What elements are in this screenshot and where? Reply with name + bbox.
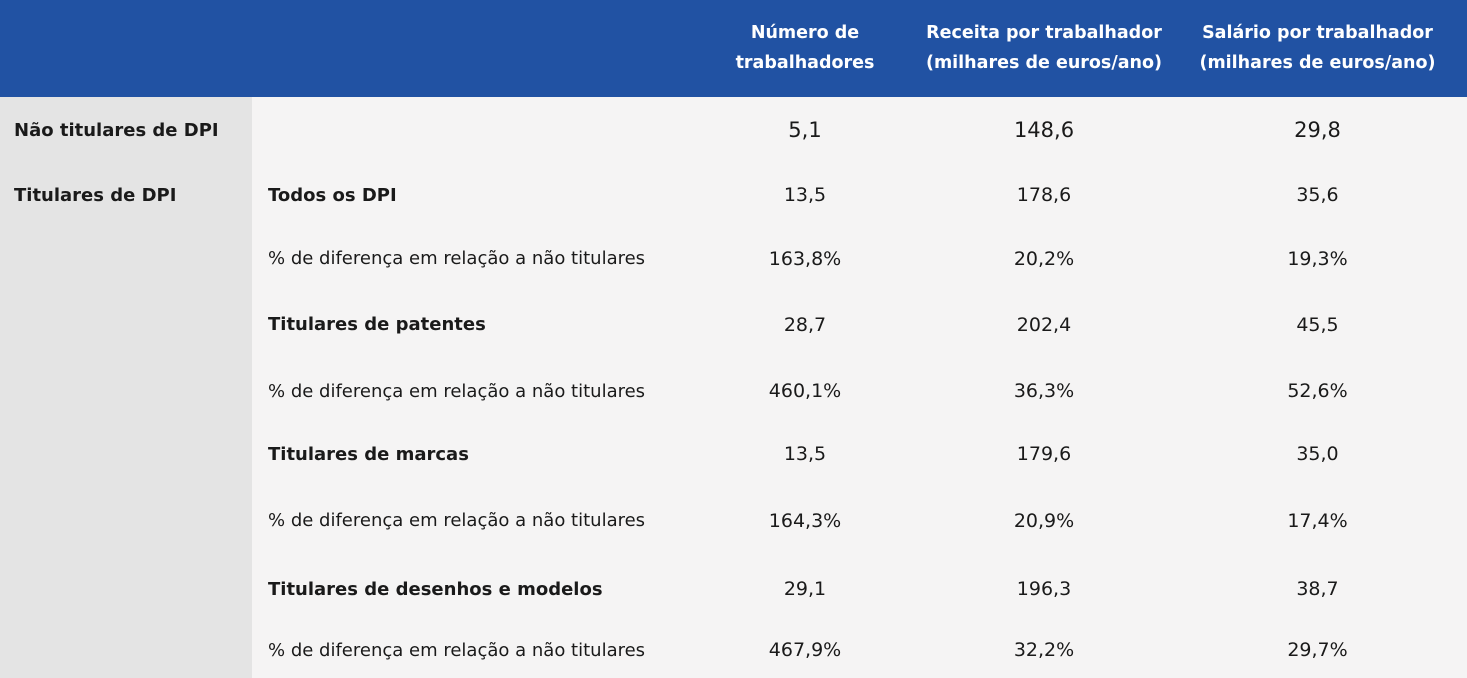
cell-revenue: 20,9%: [1013, 509, 1075, 532]
cell-salary: 29,8: [1294, 118, 1341, 142]
table-row: Não titulares de DPI 5,1 148,6 29,8: [0, 97, 1467, 163]
table-row: % de diferença em relação a não titulare…: [0, 359, 1467, 423]
column-header-salary: Salário por trabalhador (milhares de eur…: [1168, 19, 1467, 78]
table-row: Titulares de marcas 13,5 179,6 35,0: [0, 423, 1467, 485]
cell-workers: 28,7: [783, 313, 827, 336]
row-sub-label: % de diferença em relação a não titulare…: [268, 510, 646, 531]
cell-revenue: 36,3%: [1013, 380, 1075, 402]
row-sub-label: Titulares de desenhos e modelos: [268, 578, 603, 600]
cell-workers: 29,1: [783, 578, 827, 600]
table-row: Titulares de DPI Todos os DPI 13,5 178,6…: [0, 163, 1467, 227]
cell-salary: 38,7: [1296, 578, 1339, 600]
row-sub-label: % de diferença em relação a não titulare…: [268, 380, 646, 402]
cell-salary: 29,7%: [1287, 639, 1348, 661]
row-sub-label: % de diferença em relação a não titulare…: [268, 248, 646, 269]
column-header-salary-line1: Salário por trabalhador: [1202, 23, 1433, 44]
table-row: Titulares de desenhos e modelos 29,1 196…: [0, 556, 1467, 622]
cell-salary: 19,3%: [1287, 247, 1348, 270]
column-header-salary-line2: (milhares de euros/ano): [1199, 52, 1436, 73]
table-row: Titulares de patentes 28,7 202,4 45,5: [0, 290, 1467, 359]
column-header-revenue-line1: Receita por trabalhador: [926, 23, 1162, 44]
row-group-label: Não titulares de DPI: [14, 119, 219, 141]
cell-workers: 5,1: [788, 118, 822, 142]
column-header-revenue: Receita por trabalhador (milhares de eur…: [920, 19, 1168, 78]
cell-revenue: 178,6: [1016, 184, 1072, 206]
column-header-workers: Número de trabalhadores: [690, 19, 920, 78]
cell-revenue: 196,3: [1016, 578, 1072, 600]
cell-salary: 35,0: [1296, 443, 1339, 465]
cell-revenue: 179,6: [1016, 443, 1072, 465]
cell-salary: 52,6%: [1287, 380, 1348, 402]
cell-workers: 164,3%: [768, 509, 842, 532]
cell-salary: 35,6: [1296, 184, 1339, 206]
row-sub-label: Titulares de marcas: [268, 443, 469, 465]
cell-salary: 45,5: [1296, 313, 1339, 336]
cell-revenue: 202,4: [1016, 313, 1072, 336]
table-row: % de diferença em relação a não titulare…: [0, 622, 1467, 678]
row-sub-label: Todos os DPI: [268, 184, 397, 206]
row-sub-label: % de diferença em relação a não titulare…: [268, 639, 646, 661]
table-row: % de diferença em relação a não titulare…: [0, 485, 1467, 556]
cell-workers: 13,5: [783, 443, 827, 465]
column-header-workers-line2: trabalhadores: [735, 52, 875, 73]
cell-revenue: 32,2%: [1013, 639, 1075, 661]
cell-workers: 163,8%: [768, 247, 842, 270]
cell-salary: 17,4%: [1287, 509, 1348, 532]
column-header-revenue-line2: (milhares de euros/ano): [925, 52, 1163, 73]
row-group-label: Titulares de DPI: [14, 184, 177, 206]
cell-workers: 460,1%: [768, 380, 842, 402]
column-header-workers-line1: Número de: [750, 23, 860, 44]
cell-revenue: 148,6: [1013, 118, 1075, 142]
table-header-row: Número de trabalhadores Receita por trab…: [0, 0, 1467, 97]
row-sub-label: Titulares de patentes: [268, 314, 486, 335]
table-body: Não titulares de DPI 5,1 148,6 29,8 Titu…: [0, 97, 1467, 678]
table-row: % de diferença em relação a não titulare…: [0, 227, 1467, 290]
cell-workers: 13,5: [783, 184, 827, 206]
cell-revenue: 20,2%: [1013, 247, 1075, 270]
cell-workers: 467,9%: [768, 639, 842, 661]
